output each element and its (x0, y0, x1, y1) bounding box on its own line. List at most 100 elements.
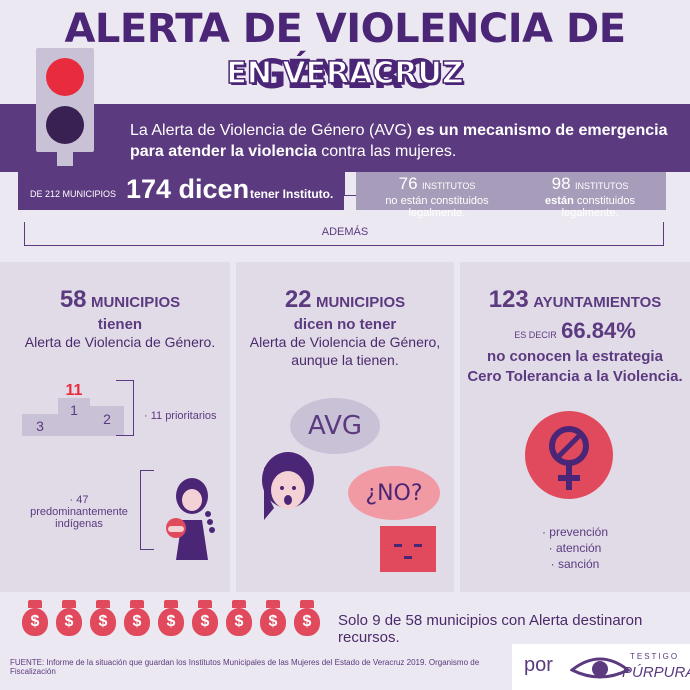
money-bag-symbol: $ (22, 608, 48, 636)
money-bag-symbol: $ (226, 608, 252, 636)
constituted-unit: INSTITUTOS (575, 181, 629, 191)
col2-heading: 22 MUNICIPIOS (236, 286, 454, 314)
intro-part1: La Alerta de Violencia de Género (AVG) (130, 122, 417, 139)
col1-note2-a: · 47 predominantemente (30, 494, 128, 518)
money-bag-tie (266, 600, 280, 608)
money-bag-tie (62, 600, 76, 608)
money-bag-symbol: $ (124, 608, 150, 636)
col3-pct: 66.84% (561, 318, 636, 343)
stat-connector (344, 172, 356, 196)
money-bag-icon: $ (22, 600, 48, 636)
col1-line2: tienen (97, 316, 143, 333)
money-bag-symbol: $ (56, 608, 82, 636)
constituted-num: 98 (551, 174, 571, 193)
col3-item-atencion: · atención (548, 541, 602, 555)
testigo-purpura-logo: por TESTIGO PÚRPURA (512, 644, 690, 690)
traffic-light-red-icon (46, 58, 84, 96)
money-bags: $ $ $ $ $ $ $ $ $ (22, 600, 332, 640)
money-bag-tie (164, 600, 178, 608)
logo-brand2: PÚRPURA (622, 664, 690, 681)
intro-part2: es un mecanismo de emergencia para atend… (130, 122, 668, 160)
institutes-suffix: tener Instituto. (250, 187, 334, 201)
ademas-bracket (24, 222, 664, 246)
col3-items: · prevención · atención · sanción (460, 524, 690, 572)
eye-icon (570, 657, 630, 679)
avg-speech-bubble: AVG (290, 398, 380, 454)
money-bag-icon: $ (294, 600, 320, 636)
col3-pct-line: ES DECIR 66.84% (460, 318, 690, 344)
institutes-breakdown: 76 INSTITUTOS no están constituidos lega… (356, 172, 666, 219)
institutes-stat: DE 212 MUNICIPIOS 174 dicen tener Instit… (18, 172, 344, 210)
money-bag-tie (96, 600, 110, 608)
money-bag-icon: $ (158, 600, 184, 636)
col3-item-prevencion: · prevención (541, 525, 609, 539)
page-subtitle: EN VERACRUZ (226, 55, 465, 92)
podium-first: 1 (58, 398, 90, 436)
col1-num: 58 (59, 286, 87, 313)
podium-second: 2 (90, 406, 124, 436)
col1-unit: MUNICIPIOS (90, 294, 181, 311)
ademas-label: ADEMÁS (300, 226, 390, 238)
podium-bracket (116, 380, 134, 436)
col3-line3: no conocen la estrategia (487, 348, 663, 365)
source-footer: FUENTE: Informe de la situación que guar… (10, 658, 480, 676)
col2-line2: dicen no tener (293, 316, 397, 333)
constituted-rest: constituidos legalmente. (561, 195, 635, 219)
money-bag-icon: $ (56, 600, 82, 636)
col3-unit: AYUNTAMIENTOS (533, 294, 662, 311)
money-bag-symbol: $ (294, 608, 320, 636)
col2-line4: aunque la tienen. (291, 352, 399, 368)
money-bag-tie (130, 600, 144, 608)
money-bag-icon: $ (226, 600, 252, 636)
col3-line4: Cero Tolerancia a la Violencia. (467, 368, 683, 385)
money-bag-icon: $ (124, 600, 150, 636)
not-constituted-num: 76 (398, 174, 418, 193)
logo-por: por (524, 654, 553, 676)
woman-face-icon (262, 452, 314, 520)
col3-heading: 123 AYUNTAMIENTOS (460, 286, 690, 314)
constituted-bold: están (545, 195, 574, 207)
intro-band (0, 104, 690, 172)
traffic-light-off-icon (46, 106, 84, 144)
money-bag-tie (28, 600, 42, 608)
female-symbol-prohibited-icon (525, 411, 613, 499)
not-constituted-unit: INSTITUTOS (422, 181, 476, 191)
money-bag-icon: $ (260, 600, 286, 636)
col2-line3: Alerta de Violencia de Género, (249, 334, 441, 350)
col2-num: 22 (284, 286, 312, 313)
page-title: ALERTA DE VIOLENCIA DE GÉNERO (64, 6, 626, 98)
no-speech-bubble: ¿NO? (348, 466, 440, 520)
money-bag-symbol: $ (158, 608, 184, 636)
money-bag-symbol: $ (192, 608, 218, 636)
money-bag-tie (232, 600, 246, 608)
not-constituted-text: no están constituidos legalmente. (385, 195, 489, 219)
col3-num: 123 (488, 286, 529, 313)
col2-unit: MUNICIPIOS (315, 294, 406, 311)
money-bag-tie (300, 600, 314, 608)
girl-bracket (140, 470, 154, 550)
col3-item-sancion: · sanción (550, 557, 600, 571)
col1-note2: · 47 predominantemente indígenas (20, 494, 138, 530)
money-bag-icon: $ (90, 600, 116, 636)
confused-face-icon (380, 526, 436, 572)
col1-note2-b: indígenas (55, 518, 103, 530)
money-bag-symbol: $ (90, 608, 116, 636)
resources-text: Solo 9 de 58 municipios con Alerta desti… (338, 612, 643, 646)
traffic-light-pole (57, 152, 73, 166)
money-bag-tie (198, 600, 212, 608)
podium-red-number: 11 (65, 382, 83, 399)
institutes-prefix: DE 212 MUNICIPIOS (30, 189, 117, 199)
podium-third: 3 (22, 414, 58, 436)
indigenous-girl-icon (166, 478, 215, 560)
logo-brand1: TESTIGO (630, 652, 680, 661)
institutes-main: 174 dicen (126, 174, 250, 204)
col1-note1: · 11 prioritarios (144, 410, 217, 422)
money-bag-icon: $ (192, 600, 218, 636)
constituted-text: están constituidos legalmente. (516, 195, 664, 219)
col1-heading: 58 MUNICIPIOS (0, 286, 240, 314)
col3-es-decir: ES DECIR (514, 330, 557, 340)
intro-part3: contra las mujeres. (316, 143, 457, 160)
intro-text: La Alerta de Violencia de Género (AVG) e… (130, 120, 690, 162)
money-bag-symbol: $ (260, 608, 286, 636)
col1-line3: Alerta de Violencia de Género. (24, 334, 216, 350)
